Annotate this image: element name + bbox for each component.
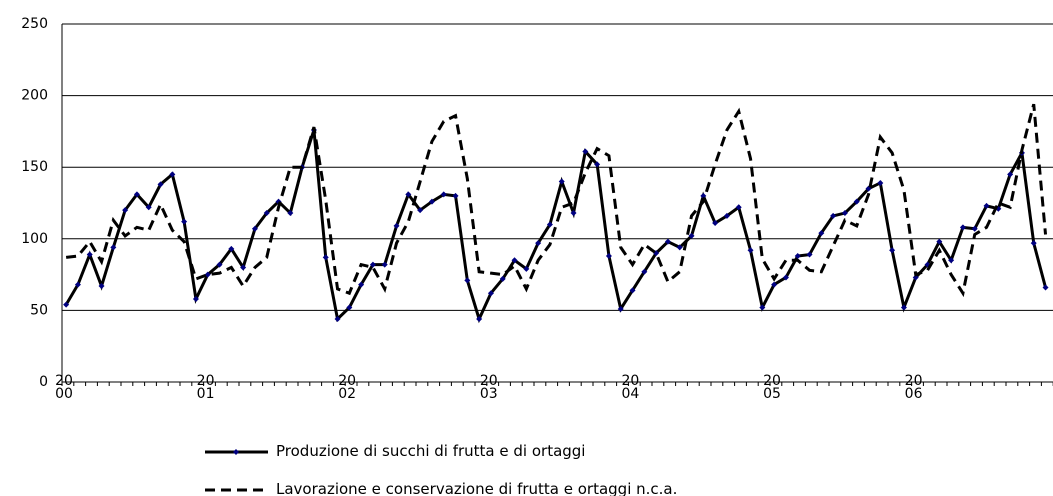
marker (688, 232, 695, 239)
marker (98, 283, 105, 290)
marker (181, 218, 188, 225)
marker (263, 210, 270, 217)
marker (735, 204, 742, 211)
marker (346, 304, 353, 311)
marker (570, 210, 577, 217)
marker (759, 304, 766, 311)
marker (712, 220, 719, 227)
marker (971, 225, 978, 232)
x-tick-label: 20 02 (338, 373, 357, 402)
series-line (65, 103, 1048, 298)
marker (641, 268, 648, 275)
marker (959, 224, 966, 231)
marker (511, 257, 518, 264)
marker (664, 238, 671, 245)
marker (122, 207, 129, 214)
marker (818, 230, 825, 237)
marker (948, 257, 955, 264)
marker (794, 252, 801, 259)
marker (936, 238, 943, 245)
marker (1030, 240, 1037, 247)
marker (877, 179, 884, 186)
marker (381, 261, 388, 268)
marker (983, 202, 990, 209)
marker (558, 178, 565, 185)
marker (157, 181, 164, 188)
marker (523, 265, 530, 272)
marker (841, 210, 848, 217)
marker (889, 247, 896, 254)
marker (405, 191, 412, 198)
marker (676, 244, 683, 251)
marker (287, 210, 294, 217)
marker (334, 315, 341, 322)
marker (771, 281, 778, 288)
marker (747, 247, 754, 254)
marker (912, 274, 919, 281)
marker (133, 191, 140, 198)
y-tick-label: 200 (21, 88, 48, 104)
marker (499, 275, 506, 282)
marker (251, 225, 258, 232)
marker (216, 261, 223, 268)
marker (476, 315, 483, 322)
legend-label: Produzione di succhi di frutta e di orta… (276, 442, 586, 460)
x-tick-label: 20 00 (55, 373, 73, 402)
legend-marker (233, 449, 239, 455)
marker (86, 251, 93, 258)
marker (428, 198, 435, 205)
x-tick-label: 20 04 (621, 373, 640, 402)
x-tick-label: 20 01 (196, 373, 215, 402)
marker (900, 304, 907, 311)
y-tick-label: 0 (39, 374, 48, 390)
marker (192, 295, 199, 302)
marker (806, 251, 813, 258)
marker (594, 161, 601, 168)
y-tick-label: 50 (30, 302, 48, 318)
marker (228, 245, 235, 252)
marker (74, 281, 81, 288)
marker (358, 281, 365, 288)
marker (782, 274, 789, 281)
marker (440, 191, 447, 198)
marker (629, 287, 636, 294)
marker (830, 212, 837, 219)
marker (464, 277, 471, 284)
marker (169, 171, 176, 178)
y-tick-label: 250 (21, 16, 48, 32)
x-tick-label: 20 03 (479, 373, 498, 402)
x-tick-label: 20 06 (904, 373, 923, 402)
marker (145, 204, 152, 211)
series-line (64, 129, 1047, 324)
marker (110, 244, 117, 251)
marker (240, 264, 247, 271)
marker (723, 212, 730, 219)
marker (487, 290, 494, 297)
marker (617, 305, 624, 312)
marker (605, 252, 612, 259)
marker (204, 271, 211, 278)
marker (322, 254, 329, 261)
y-tick-label: 100 (21, 231, 48, 247)
y-tick-label: 150 (21, 159, 48, 175)
legend-label: Lavorazione e conservazione di frutta e … (276, 480, 678, 496)
marker (417, 207, 424, 214)
marker (369, 261, 376, 268)
marker (546, 221, 553, 228)
marker (452, 192, 459, 199)
marker (63, 301, 70, 308)
x-tick-label: 20 05 (763, 373, 781, 402)
marker (535, 240, 542, 247)
marker (700, 192, 707, 199)
marker (582, 148, 589, 155)
marker (393, 222, 400, 229)
marker (1042, 284, 1049, 291)
marker (1007, 171, 1014, 178)
marker (853, 198, 860, 205)
